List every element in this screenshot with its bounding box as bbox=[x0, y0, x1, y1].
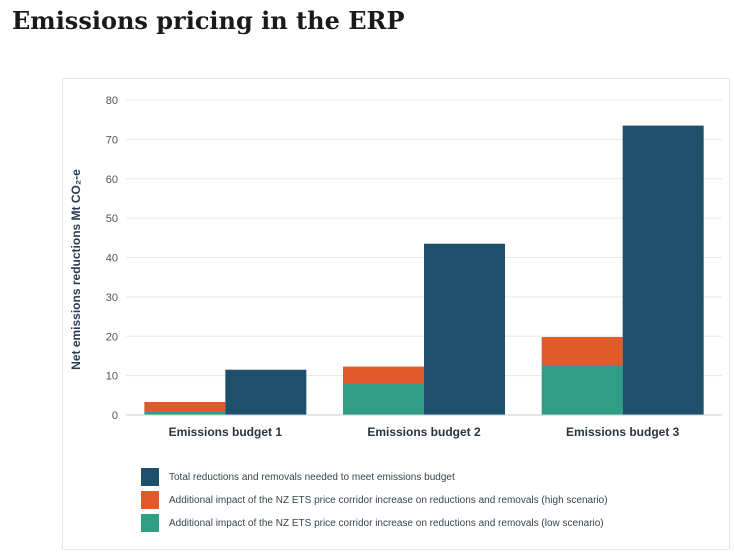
y-tick-label: 40 bbox=[106, 253, 118, 265]
bars bbox=[144, 125, 704, 415]
x-category-label: Emissions budget 2 bbox=[367, 425, 481, 439]
y-tick-label: 50 bbox=[106, 213, 118, 225]
y-tick-label: 20 bbox=[106, 331, 118, 343]
page-title: Emissions pricing in the ERP bbox=[12, 6, 405, 35]
y-tick-label: 0 bbox=[112, 410, 118, 422]
bar-high-scenario bbox=[343, 366, 424, 384]
chart-legend: Total reductions and removals needed to … bbox=[141, 467, 721, 536]
y-tick-label: 70 bbox=[106, 134, 118, 146]
x-category-label: Emissions budget 3 bbox=[566, 425, 680, 439]
legend-label-total: Total reductions and removals needed to … bbox=[169, 471, 455, 483]
legend-item-total: Total reductions and removals needed to … bbox=[141, 467, 721, 487]
legend-item-low-scenario: Additional impact of the NZ ETS price co… bbox=[141, 513, 721, 533]
bar-low-scenario bbox=[541, 364, 623, 415]
bar-high-scenario bbox=[541, 337, 623, 365]
legend-item-high-scenario: Additional impact of the NZ ETS price co… bbox=[141, 490, 721, 510]
bar-high-scenario bbox=[144, 402, 226, 412]
legend-swatch-total bbox=[141, 468, 159, 486]
y-tick-label: 80 bbox=[106, 95, 118, 107]
y-tick-label: 60 bbox=[106, 174, 118, 186]
x-category-label: Emissions budget 1 bbox=[169, 425, 283, 439]
bar-total bbox=[424, 243, 505, 415]
legend-label-high-scenario: Additional impact of the NZ ETS price co… bbox=[169, 494, 608, 506]
chart-frame bbox=[62, 78, 730, 550]
legend-swatch-high-scenario bbox=[141, 491, 159, 509]
bar-low-scenario bbox=[343, 383, 424, 415]
bar-total bbox=[225, 369, 307, 415]
y-tick-label: 10 bbox=[106, 371, 118, 383]
bar-low-scenario bbox=[144, 411, 226, 415]
y-axis-ticks: 0 10 20 30 40 50 60 70 80 bbox=[106, 95, 118, 422]
bar-total bbox=[622, 125, 704, 415]
y-axis-title: Net emissions reductions Mt CO₂-e bbox=[69, 169, 83, 370]
legend-swatch-low-scenario bbox=[141, 514, 159, 532]
y-tick-label: 30 bbox=[106, 292, 118, 304]
legend-label-low-scenario: Additional impact of the NZ ETS price co… bbox=[169, 517, 604, 529]
x-axis-categories: Emissions budget 1 Emissions budget 2 Emis… bbox=[169, 425, 680, 439]
